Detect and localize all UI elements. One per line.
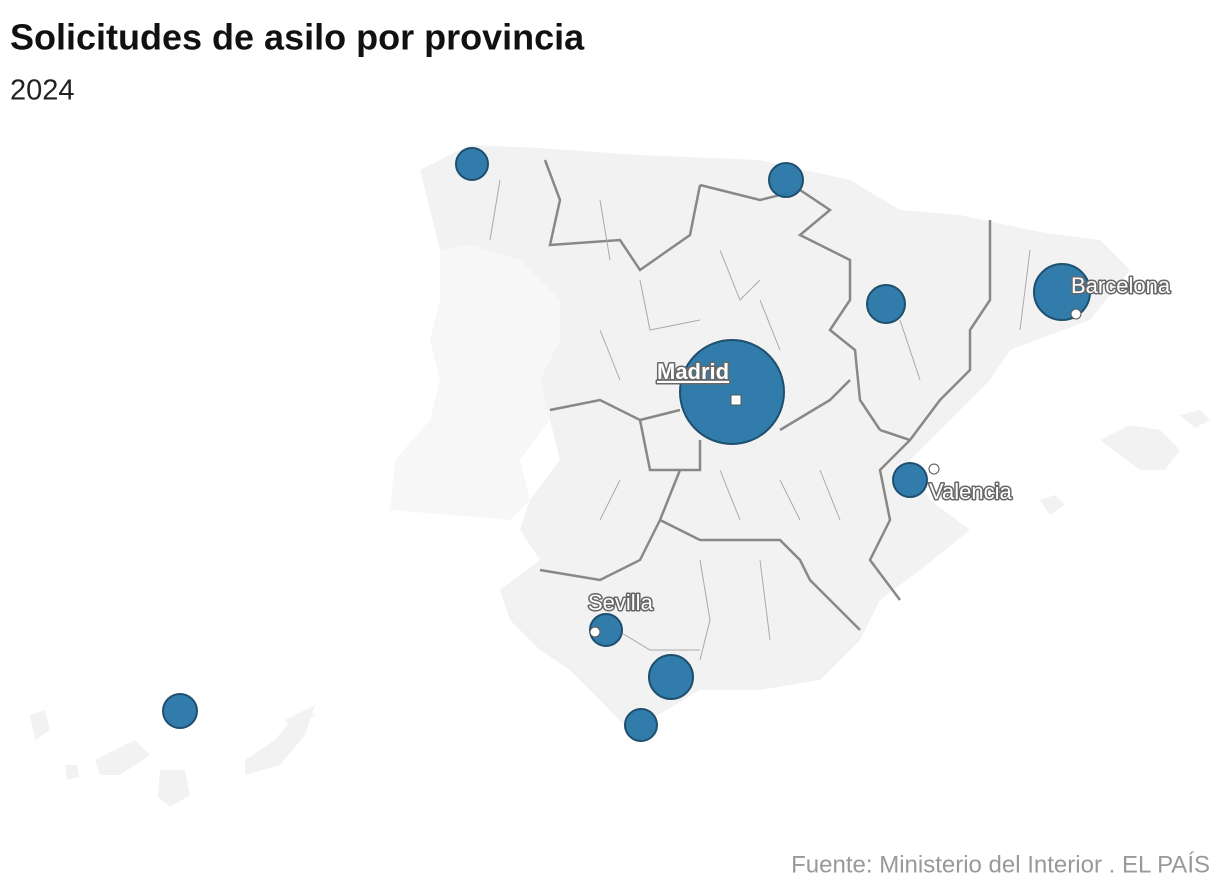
bubble (162, 693, 198, 729)
capital-marker (730, 394, 742, 406)
bubble (1033, 263, 1091, 321)
source: Fuente: Ministerio del Interior . EL PAÍ… (791, 851, 1210, 878)
spain (420, 145, 1130, 742)
title: Solicitudes de asilo por provincia (10, 17, 585, 58)
city-label: Sevilla (588, 590, 654, 615)
bubble (624, 708, 658, 742)
subtitle: 2024 (10, 75, 75, 107)
city-dot (928, 463, 940, 475)
city-markers (589, 308, 1082, 638)
bubble (768, 162, 804, 198)
bubbles (162, 147, 1091, 742)
bubble (866, 284, 906, 324)
bubble (455, 147, 489, 181)
bubble (679, 339, 785, 445)
region-border (539, 159, 992, 631)
balearics (1040, 410, 1210, 515)
city-label: Valencia (929, 479, 1013, 504)
map (30, 145, 1210, 807)
city-label: Madrid (657, 359, 729, 384)
portugal (390, 245, 560, 520)
province-border (489, 179, 1031, 661)
bubble (648, 654, 694, 700)
city-dot (1070, 308, 1082, 320)
city-label: Barcelona (1071, 273, 1171, 298)
canaries (30, 705, 315, 807)
city-dot (589, 626, 601, 638)
bubble (892, 462, 928, 498)
